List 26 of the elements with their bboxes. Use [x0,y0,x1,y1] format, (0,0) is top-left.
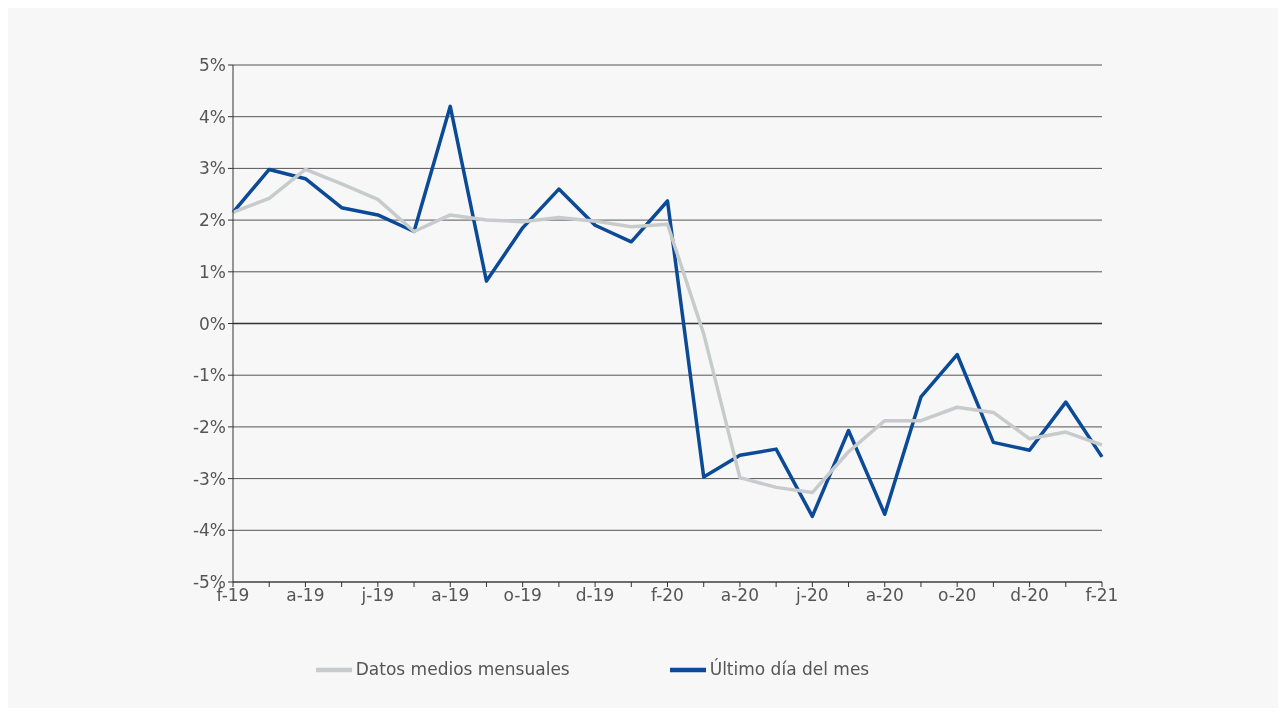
y-tick-label: 0% [199,313,226,334]
x-tick-label: a-20 [720,585,760,606]
x-tick-label: d-20 [1010,585,1049,606]
x-tick-label: f-20 [651,585,684,606]
line-series [231,167,1104,495]
line-series [231,104,1104,519]
y-tick-label: -1% [192,365,226,386]
x-tick-label: a-19 [286,585,325,606]
y-tick-label: 1% [199,261,226,282]
y-tick-label: -3% [192,468,226,489]
x-tick-label: d-19 [575,585,615,606]
x-tick-label: o-19 [503,585,542,606]
y-tick-label: 2% [199,210,226,231]
y-tick-label: -4% [192,520,226,541]
y-tick-label: -2% [192,416,226,437]
y-tick-label: 5% [199,55,226,76]
legend-label: Datos medios mensuales [355,659,570,679]
x-tick-label: a-19 [431,585,470,606]
x-tick-label: j-20 [795,585,829,606]
x-tick-label: o-20 [937,585,977,606]
x-tick-label: j-19 [360,585,395,606]
x-tick-label: a-20 [865,585,904,606]
x-tick-label: f-21 [1085,585,1119,606]
y-tick-label: 4% [199,106,226,127]
y-tick-label: 3% [199,158,226,179]
legend-label: Último día del mes [709,659,870,679]
